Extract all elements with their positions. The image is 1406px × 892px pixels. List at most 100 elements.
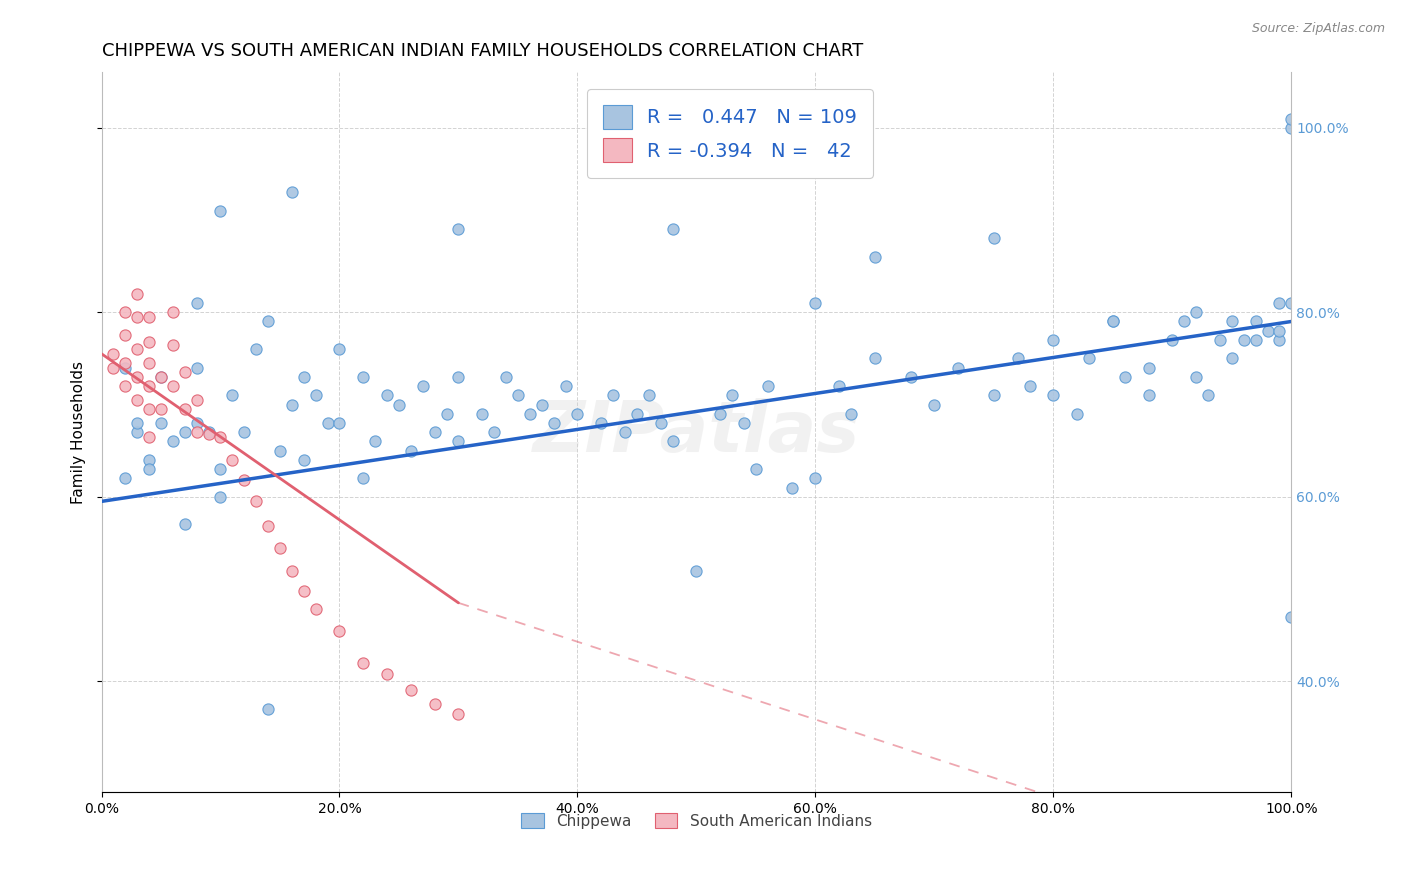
- Point: [221, 388, 243, 402]
- Point: [1066, 407, 1088, 421]
- Point: [328, 342, 350, 356]
- Point: [162, 337, 184, 351]
- Point: [1268, 333, 1291, 347]
- Point: [1279, 609, 1302, 624]
- Point: [447, 369, 470, 384]
- Point: [186, 425, 208, 440]
- Point: [197, 427, 219, 442]
- Point: [364, 434, 387, 449]
- Point: [114, 356, 136, 370]
- Point: [138, 453, 160, 467]
- Point: [221, 453, 243, 467]
- Point: [150, 416, 173, 430]
- Point: [1244, 333, 1267, 347]
- Point: [1279, 120, 1302, 135]
- Point: [127, 416, 149, 430]
- Point: [257, 314, 280, 328]
- Point: [1185, 369, 1208, 384]
- Point: [828, 379, 851, 393]
- Point: [1137, 388, 1160, 402]
- Point: [233, 425, 256, 440]
- Point: [138, 334, 160, 349]
- Point: [245, 494, 267, 508]
- Point: [103, 347, 125, 361]
- Point: [281, 397, 304, 411]
- Point: [114, 328, 136, 343]
- Point: [650, 416, 672, 430]
- Point: [138, 430, 160, 444]
- Point: [114, 471, 136, 485]
- Point: [567, 407, 589, 421]
- Point: [316, 416, 339, 430]
- Point: [328, 624, 350, 638]
- Point: [127, 392, 149, 407]
- Point: [375, 666, 398, 681]
- Point: [614, 425, 637, 440]
- Point: [352, 471, 374, 485]
- Point: [554, 379, 576, 393]
- Point: [173, 365, 195, 379]
- Point: [839, 407, 862, 421]
- Point: [103, 360, 125, 375]
- Point: [257, 519, 280, 533]
- Point: [352, 369, 374, 384]
- Point: [328, 416, 350, 430]
- Point: [269, 443, 291, 458]
- Point: [924, 397, 946, 411]
- Point: [709, 407, 731, 421]
- Point: [186, 360, 208, 375]
- Point: [186, 392, 208, 407]
- Point: [173, 517, 195, 532]
- Point: [305, 602, 328, 616]
- Point: [375, 388, 398, 402]
- Point: [1102, 314, 1125, 328]
- Point: [1197, 388, 1219, 402]
- Point: [1244, 314, 1267, 328]
- Text: Source: ZipAtlas.com: Source: ZipAtlas.com: [1251, 22, 1385, 36]
- Point: [1220, 351, 1243, 366]
- Point: [602, 388, 624, 402]
- Point: [1233, 333, 1256, 347]
- Point: [412, 379, 434, 393]
- Point: [530, 397, 553, 411]
- Point: [423, 425, 446, 440]
- Point: [150, 402, 173, 417]
- Point: [162, 434, 184, 449]
- Point: [471, 407, 494, 421]
- Point: [863, 351, 886, 366]
- Point: [721, 388, 744, 402]
- Point: [983, 231, 1005, 245]
- Point: [1018, 379, 1040, 393]
- Point: [114, 379, 136, 393]
- Point: [543, 416, 565, 430]
- Point: [447, 222, 470, 236]
- Point: [292, 453, 315, 467]
- Point: [1185, 305, 1208, 319]
- Point: [127, 286, 149, 301]
- Point: [1279, 112, 1302, 126]
- Point: [269, 541, 291, 555]
- Point: [745, 462, 768, 476]
- Point: [436, 407, 458, 421]
- Point: [1268, 324, 1291, 338]
- Point: [209, 490, 232, 504]
- Point: [447, 706, 470, 721]
- Point: [1042, 333, 1064, 347]
- Point: [447, 434, 470, 449]
- Point: [257, 702, 280, 716]
- Point: [197, 425, 219, 440]
- Point: [138, 462, 160, 476]
- Point: [482, 425, 505, 440]
- Point: [114, 360, 136, 375]
- Point: [1257, 324, 1279, 338]
- Point: [399, 443, 422, 458]
- Point: [983, 388, 1005, 402]
- Point: [946, 360, 969, 375]
- Point: [281, 186, 304, 200]
- Point: [209, 203, 232, 218]
- Point: [127, 342, 149, 356]
- Point: [150, 369, 173, 384]
- Point: [900, 369, 922, 384]
- Point: [1268, 296, 1291, 310]
- Point: [127, 369, 149, 384]
